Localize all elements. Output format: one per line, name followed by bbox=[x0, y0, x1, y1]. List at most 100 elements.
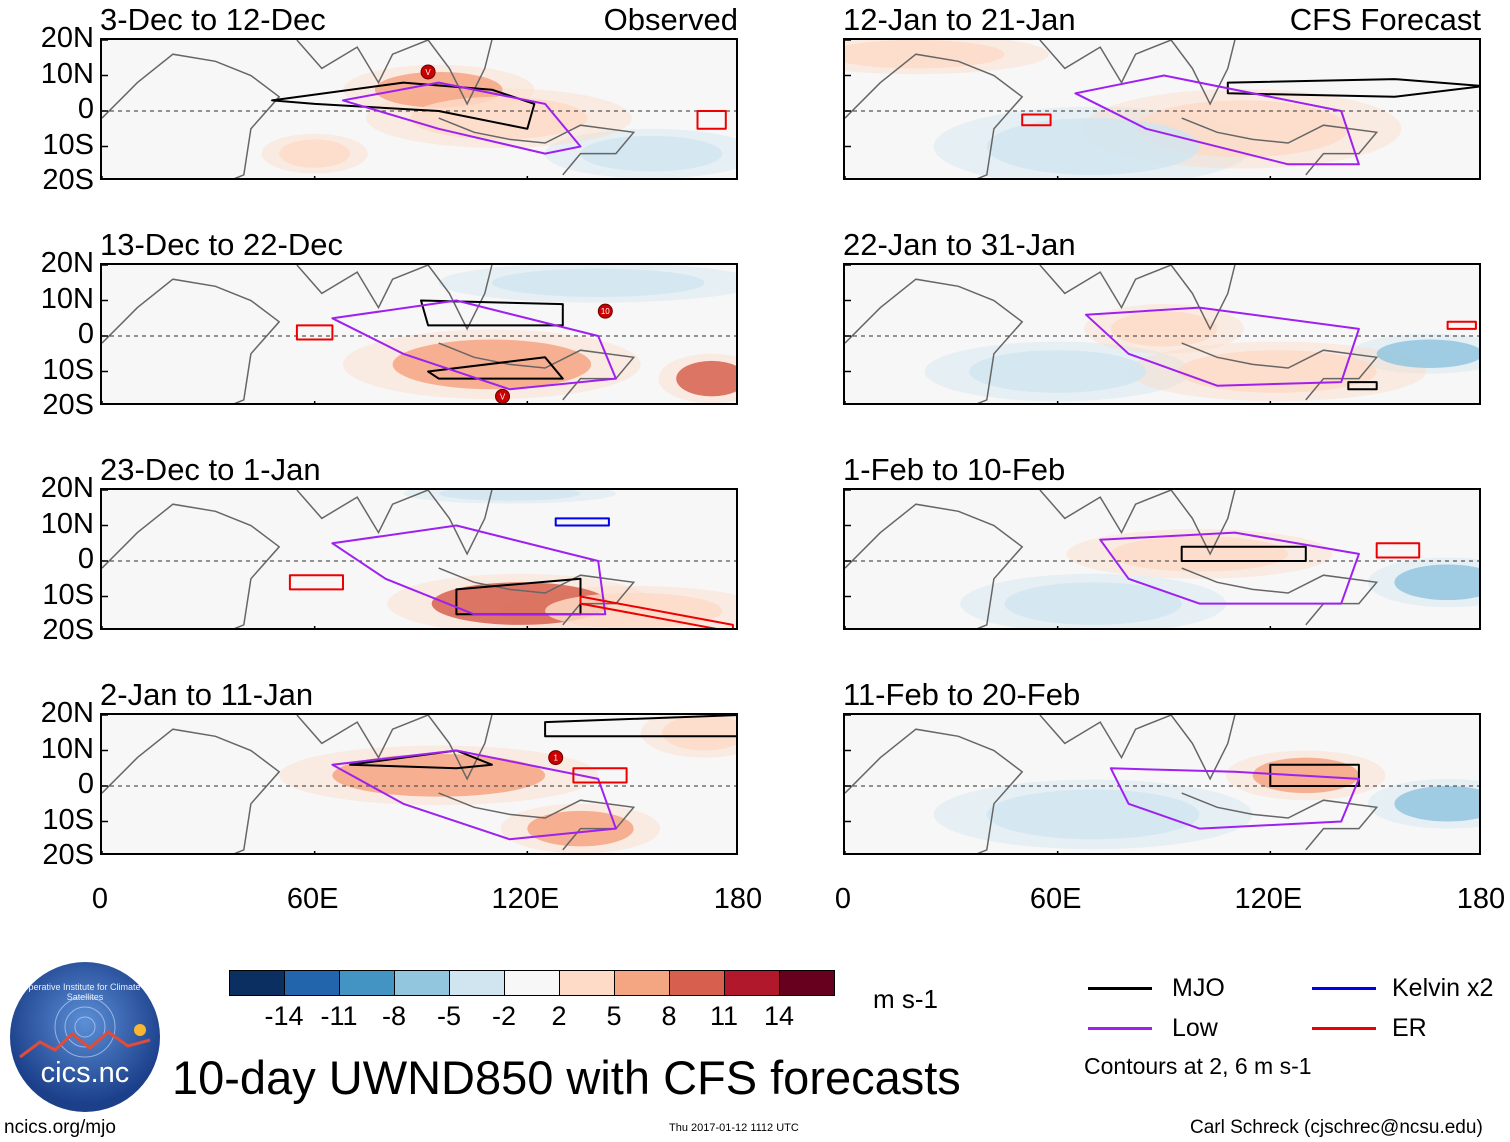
tropical-cyclone-icon: 1 bbox=[548, 750, 564, 766]
map-plot bbox=[845, 490, 1479, 628]
x-tick-label: 120E bbox=[491, 883, 560, 915]
y-tick-label: 10S bbox=[42, 803, 94, 836]
y-tick-label: 20N bbox=[40, 22, 94, 54]
panel-source-label: Observed bbox=[603, 2, 738, 37]
legend-label-kelvin: Kelvin x2 bbox=[1392, 974, 1494, 1002]
panel-source-label: CFS Forecast bbox=[1289, 2, 1481, 37]
logo-mountain-graphic bbox=[19, 996, 151, 1059]
westerly-anomaly-shade bbox=[410, 96, 588, 140]
map-plot bbox=[845, 40, 1479, 178]
colorbar-label: -2 bbox=[491, 1001, 516, 1031]
y-tick-label: 20S bbox=[42, 839, 94, 871]
y-tick-label: 10N bbox=[40, 282, 94, 315]
map-plot: 10 V bbox=[102, 265, 736, 403]
easterly-anomaly-shade bbox=[969, 350, 1147, 393]
colorbar-units: m s-1 bbox=[873, 984, 938, 1014]
westerly-anomaly-shade bbox=[279, 139, 351, 168]
map-panel bbox=[843, 713, 1481, 855]
x-tick-label: 0 bbox=[91, 883, 109, 915]
easterly-anomaly-shade bbox=[1376, 339, 1479, 368]
panel-title: 12-Jan to 21-Jan bbox=[843, 2, 1076, 37]
y-tick-label: 20S bbox=[42, 389, 94, 421]
x-tick-label: 180 bbox=[713, 883, 763, 915]
colorbar-label: 5 bbox=[606, 1001, 622, 1031]
legend-label-mjo: MJO bbox=[1172, 974, 1225, 1002]
westerly-anomaly-shade bbox=[845, 40, 1005, 69]
tropical-cyclone-icon: V bbox=[420, 64, 436, 80]
westerly-anomaly-shade bbox=[1110, 311, 1218, 347]
colorbar-swatch bbox=[449, 970, 505, 996]
easterly-anomaly-shade bbox=[491, 268, 705, 297]
westerly-anomaly-shade bbox=[1178, 350, 1377, 393]
contour-er bbox=[1375, 542, 1421, 559]
panel-title: 3-Dec to 12-Dec bbox=[100, 2, 326, 37]
y-tick-label: 0 bbox=[77, 318, 94, 350]
colorbar-swatch bbox=[504, 970, 560, 996]
contour-kelvin-x2 bbox=[554, 517, 610, 527]
map-panel: 10 V bbox=[100, 263, 738, 405]
panel-title: 2-Jan to 11-Jan bbox=[100, 677, 314, 712]
y-tick-label: 10S bbox=[42, 128, 94, 161]
contour-mjo bbox=[1180, 545, 1307, 562]
y-tick-label: 10S bbox=[42, 353, 94, 386]
easterly-anomaly-shade bbox=[438, 490, 581, 501]
legend-label-low: Low bbox=[1172, 1014, 1218, 1042]
panel-title: 23-Dec to 1-Jan bbox=[100, 452, 321, 487]
map-plot: V bbox=[102, 40, 736, 178]
map-plot: 1 bbox=[102, 715, 736, 853]
colorbar-label: -5 bbox=[436, 1001, 461, 1031]
footer-timestamp: Thu 2017-01-12 1112 UTC bbox=[669, 1122, 799, 1134]
map-panel: 1 bbox=[100, 713, 738, 855]
svg-text:V: V bbox=[500, 392, 506, 401]
y-tick-label: 10N bbox=[40, 732, 94, 765]
panel-title: 1-Feb to 10-Feb bbox=[843, 452, 1066, 487]
panel-title: 22-Jan to 31-Jan bbox=[843, 227, 1076, 262]
y-tick-label: 10N bbox=[40, 507, 94, 540]
colorbar-swatch bbox=[779, 970, 835, 996]
x-tick-label: 120E bbox=[1234, 883, 1303, 915]
westerly-anomaly-shade bbox=[545, 592, 723, 628]
colorbar-swatch bbox=[339, 970, 395, 996]
map-panel bbox=[100, 488, 738, 630]
contour-er bbox=[696, 110, 727, 130]
contour-mjo bbox=[420, 299, 564, 327]
x-tick-label: 0 bbox=[834, 883, 852, 915]
westerly-anomaly-shade bbox=[662, 715, 736, 751]
map-plot bbox=[845, 715, 1479, 853]
contour-er bbox=[1021, 113, 1052, 127]
contour-er bbox=[288, 574, 344, 591]
colorbar-label: 11 bbox=[709, 1001, 739, 1031]
legend-line-kelvin bbox=[1312, 987, 1376, 990]
contour-er bbox=[579, 595, 734, 628]
y-tick-label: 20S bbox=[42, 164, 94, 196]
contour-low bbox=[1109, 767, 1360, 830]
easterly-anomaly-shade bbox=[1004, 582, 1182, 625]
panel-title: 13-Dec to 22-Dec bbox=[100, 227, 343, 262]
easterly-anomaly-shade bbox=[986, 118, 1200, 175]
contour-mjo bbox=[544, 715, 736, 738]
footer-url[interactable]: ncics.org/mjo bbox=[4, 1117, 116, 1138]
contour-low bbox=[1099, 531, 1360, 605]
colorbar-label: -14 bbox=[264, 1001, 304, 1031]
contour-low bbox=[331, 524, 607, 616]
y-tick-label: 10S bbox=[42, 578, 94, 611]
y-tick-label: 0 bbox=[77, 768, 94, 800]
legend-line-low bbox=[1088, 1027, 1152, 1030]
contour-low bbox=[342, 81, 582, 155]
map-plot bbox=[102, 490, 736, 628]
contour-mjo bbox=[427, 356, 564, 380]
colorbar-label: 2 bbox=[551, 1001, 567, 1031]
coastline bbox=[102, 715, 636, 853]
westerly-anomaly-shade bbox=[676, 360, 736, 397]
x-tick-label: 60E bbox=[286, 883, 339, 915]
coastline bbox=[845, 715, 1379, 853]
contour-low bbox=[331, 749, 617, 841]
colorbar-swatch bbox=[669, 970, 725, 996]
colorbar-swatch bbox=[614, 970, 670, 996]
colorbar-label: 14 bbox=[763, 1001, 795, 1031]
colorbar-label: -8 bbox=[381, 1001, 406, 1031]
colorbar-label: -11 bbox=[320, 1001, 358, 1031]
y-tick-label: 20N bbox=[40, 247, 94, 279]
y-tick-label: 0 bbox=[77, 93, 94, 125]
contour-er bbox=[295, 324, 334, 341]
